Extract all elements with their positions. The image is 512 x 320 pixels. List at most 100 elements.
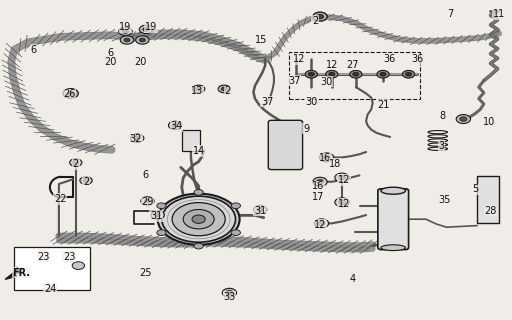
Text: 13: 13 — [191, 86, 203, 96]
Text: 7: 7 — [447, 9, 454, 20]
Circle shape — [192, 215, 205, 223]
Circle shape — [172, 203, 225, 236]
Circle shape — [318, 221, 325, 226]
Circle shape — [157, 203, 166, 209]
Circle shape — [329, 72, 335, 76]
Circle shape — [124, 38, 130, 42]
Text: 16: 16 — [312, 181, 325, 191]
Circle shape — [314, 219, 329, 228]
Circle shape — [323, 155, 330, 160]
Text: 19: 19 — [119, 22, 132, 32]
Text: 31: 31 — [150, 211, 162, 221]
Circle shape — [63, 89, 78, 98]
Text: 2: 2 — [73, 159, 79, 169]
Circle shape — [134, 136, 140, 140]
Text: 37: 37 — [261, 97, 273, 107]
Polygon shape — [5, 273, 17, 279]
Text: 11: 11 — [493, 9, 505, 20]
Text: 10: 10 — [483, 117, 495, 127]
Circle shape — [316, 14, 324, 19]
Bar — [14, 247, 90, 290]
Circle shape — [377, 70, 389, 78]
Circle shape — [120, 36, 134, 44]
Circle shape — [162, 196, 236, 242]
Circle shape — [139, 38, 145, 42]
Text: 20: 20 — [135, 57, 147, 68]
Text: 25: 25 — [140, 268, 152, 278]
Text: 9: 9 — [303, 124, 309, 134]
Text: 12: 12 — [338, 175, 350, 185]
Text: 6: 6 — [30, 44, 36, 55]
Text: 30: 30 — [321, 76, 333, 87]
Circle shape — [151, 211, 164, 219]
Text: 4: 4 — [349, 274, 355, 284]
Circle shape — [72, 262, 84, 269]
Text: 6: 6 — [107, 48, 113, 58]
Text: 24: 24 — [44, 284, 56, 294]
Text: 37: 37 — [288, 76, 301, 86]
Text: 2: 2 — [225, 86, 231, 96]
Text: 14: 14 — [193, 146, 205, 156]
Text: 15: 15 — [255, 35, 267, 45]
FancyBboxPatch shape — [378, 189, 409, 250]
Ellipse shape — [381, 245, 406, 251]
Circle shape — [313, 177, 327, 186]
Text: 35: 35 — [438, 195, 451, 205]
Circle shape — [231, 203, 241, 209]
Text: 2: 2 — [312, 16, 318, 26]
Circle shape — [136, 36, 149, 44]
Text: 18: 18 — [329, 159, 342, 169]
Circle shape — [218, 85, 230, 93]
Text: 12: 12 — [326, 60, 338, 70]
Circle shape — [143, 28, 149, 31]
Circle shape — [183, 210, 214, 229]
Text: 27: 27 — [346, 60, 358, 70]
Circle shape — [80, 177, 92, 184]
Circle shape — [157, 230, 166, 236]
Circle shape — [226, 291, 233, 295]
Circle shape — [231, 230, 241, 236]
Text: 2: 2 — [83, 177, 89, 187]
Text: 28: 28 — [484, 205, 497, 216]
Circle shape — [316, 180, 324, 184]
Circle shape — [139, 25, 153, 34]
Circle shape — [172, 124, 178, 127]
Text: 8: 8 — [440, 111, 446, 121]
Circle shape — [67, 91, 74, 96]
Circle shape — [308, 72, 314, 76]
Text: 30: 30 — [305, 97, 317, 107]
Text: 21: 21 — [377, 100, 389, 110]
Text: 36: 36 — [411, 54, 423, 64]
Circle shape — [326, 70, 338, 78]
Circle shape — [402, 70, 415, 78]
Circle shape — [83, 179, 89, 182]
Circle shape — [335, 198, 349, 207]
Text: 12: 12 — [338, 199, 350, 209]
Text: FR.: FR. — [12, 268, 31, 278]
Text: 31: 31 — [254, 205, 266, 216]
Circle shape — [460, 117, 467, 121]
Circle shape — [194, 189, 203, 195]
Text: 6: 6 — [143, 170, 149, 180]
Circle shape — [257, 208, 263, 212]
Text: 19: 19 — [145, 22, 157, 32]
Text: 12: 12 — [293, 54, 306, 64]
Circle shape — [222, 288, 237, 297]
Text: 20: 20 — [104, 57, 116, 68]
Text: 23: 23 — [63, 252, 75, 262]
Text: 29: 29 — [141, 197, 154, 207]
Circle shape — [119, 27, 132, 36]
Text: 36: 36 — [383, 54, 395, 64]
FancyBboxPatch shape — [268, 120, 303, 170]
Circle shape — [406, 72, 412, 76]
Circle shape — [313, 12, 327, 21]
Circle shape — [141, 197, 154, 205]
Text: 12: 12 — [314, 220, 326, 230]
Text: 3: 3 — [438, 140, 444, 151]
Circle shape — [319, 153, 334, 162]
Circle shape — [131, 134, 144, 142]
Circle shape — [305, 70, 317, 78]
Circle shape — [158, 194, 240, 245]
Circle shape — [144, 199, 151, 203]
Text: 34: 34 — [170, 121, 183, 132]
